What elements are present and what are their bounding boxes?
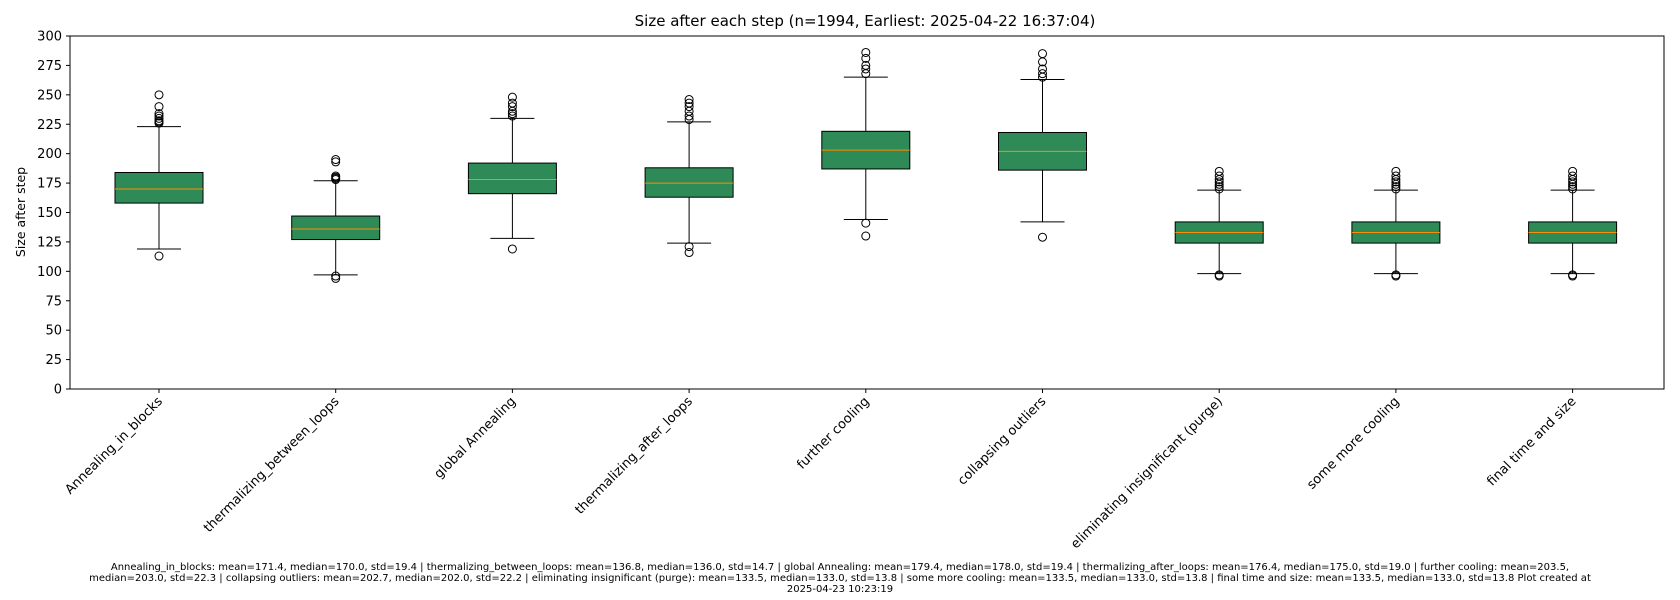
outlier-point <box>507 109 517 119</box>
outlier-point <box>684 248 694 258</box>
y-axis-label: Size after step <box>13 167 28 257</box>
outlier-point <box>1391 182 1401 192</box>
outlier-point <box>1214 171 1224 181</box>
footer-line-3: 2025-04-23 10:23:19 <box>786 584 894 595</box>
y-tick-label: 200 <box>37 147 62 162</box>
outlier-point <box>331 273 341 283</box>
outlier-point <box>1214 166 1224 176</box>
outlier-point <box>154 109 164 119</box>
outlier-point <box>507 244 517 254</box>
x-tick-label: global Annealing <box>432 394 520 482</box>
outlier-point <box>861 231 871 241</box>
outlier-point <box>684 106 694 116</box>
outlier-point <box>684 98 694 108</box>
y-tick-label: 225 <box>37 118 62 133</box>
outlier-point <box>684 102 694 112</box>
outlier-point <box>1038 64 1047 74</box>
box-1: Annealing_in_blocks <box>62 90 204 498</box>
x-tick-label: thermalizing_after_loops <box>573 394 697 518</box>
outlier-point <box>1038 49 1047 59</box>
y-tick-label: 100 <box>37 265 62 280</box>
outlier-point <box>861 69 871 79</box>
outlier-point <box>331 171 341 181</box>
x-tick-label: thermalizing_between_loops <box>201 394 343 536</box>
outlier-point <box>1391 171 1401 181</box>
y-tick-label: 275 <box>37 59 62 74</box>
outlier-point <box>861 47 871 57</box>
outlier-point <box>331 157 341 167</box>
iqr-box <box>467 162 557 195</box>
y-tick-label: 50 <box>45 324 62 339</box>
x-tick-label: Annealing_in_blocks <box>62 394 166 498</box>
outlier-point <box>154 102 164 112</box>
plot-area: 0 25 50 75 100 125 150 175 200 225 250 275 300 Anneal… <box>37 30 1665 552</box>
box-4: thermalizing_after_loops <box>573 95 734 518</box>
box-9: final time and size <box>1484 166 1618 489</box>
box-plot-chart: Size after each step (n=1994, Earliest: … <box>13 12 1665 552</box>
footer-line-2: median=203.0, std=22.3 | collapsing outl… <box>89 573 1591 584</box>
outlier-point <box>1568 177 1578 187</box>
iqr-box <box>644 167 734 198</box>
outlier-point <box>507 92 517 102</box>
outlier-point <box>1568 182 1578 192</box>
outlier-point <box>684 111 694 121</box>
outlier-point <box>1568 270 1578 280</box>
outlier-point <box>331 155 341 165</box>
outlier-point <box>507 102 517 112</box>
outlier-point <box>507 111 517 121</box>
outlier-point <box>1568 171 1578 181</box>
outlier-point <box>861 218 871 228</box>
box-2: thermalizing_between_loops <box>201 155 381 536</box>
outlier-point <box>1038 232 1047 242</box>
outlier-point <box>1568 166 1578 176</box>
outlier-point <box>684 95 694 105</box>
outlier-point <box>1214 177 1224 187</box>
outlier-point <box>154 90 164 100</box>
chart-title: Size after each step (n=1994, Earliest: … <box>635 12 1096 30</box>
outlier-point <box>1214 270 1224 280</box>
outlier-point <box>1214 182 1224 192</box>
stats-footer: Annealing_in_blocks: mean=171.4, median=… <box>0 562 1680 595</box>
outlier-point <box>861 60 871 70</box>
y-tick-label: 75 <box>45 294 62 309</box>
outlier-point <box>154 116 164 126</box>
outlier-point <box>154 113 164 123</box>
outlier-point <box>1214 184 1224 194</box>
y-tick-label: 175 <box>37 177 62 192</box>
outlier-point <box>507 98 517 108</box>
box-6: collapsing outliers <box>955 49 1087 488</box>
outlier-point <box>1391 177 1401 187</box>
outlier-point <box>1391 270 1401 280</box>
x-tick-label: collapsing outliers <box>955 394 1049 488</box>
outlier-point <box>861 64 871 74</box>
y-tick-label: 250 <box>37 88 62 103</box>
outlier-point <box>331 271 341 281</box>
box-3: global Annealing <box>432 92 557 482</box>
y-tick-label: 25 <box>45 353 62 368</box>
x-tick-label: some more cooling <box>1304 394 1402 492</box>
y-tick-label: 300 <box>37 30 62 45</box>
outlier-point <box>861 53 871 63</box>
iqr-box <box>114 171 204 204</box>
outlier-point <box>1391 184 1401 194</box>
outlier-point <box>154 111 164 121</box>
box-8: some more cooling <box>1304 166 1441 493</box>
y-tick-label: 0 <box>54 383 62 398</box>
footer-line-1: Annealing_in_blocks: mean=171.4, median=… <box>110 562 1570 573</box>
plot-frame <box>69 35 1665 390</box>
outlier-point <box>1391 166 1401 176</box>
box-5: further cooling <box>794 47 911 473</box>
x-tick-label: eliminating insignificant (purge) <box>1068 394 1226 552</box>
y-tick-label: 150 <box>37 206 62 221</box>
outlier-point <box>1568 184 1578 194</box>
y-tick-label: 125 <box>37 235 62 250</box>
iqr-box <box>291 215 381 241</box>
outlier-point <box>1038 69 1047 79</box>
x-tick-label: further cooling <box>794 394 872 472</box>
outlier-point <box>684 242 694 252</box>
x-tick-label: final time and size <box>1484 394 1579 489</box>
box-7: eliminating insignificant (purge) <box>1068 166 1264 552</box>
outlier-point <box>154 251 164 261</box>
